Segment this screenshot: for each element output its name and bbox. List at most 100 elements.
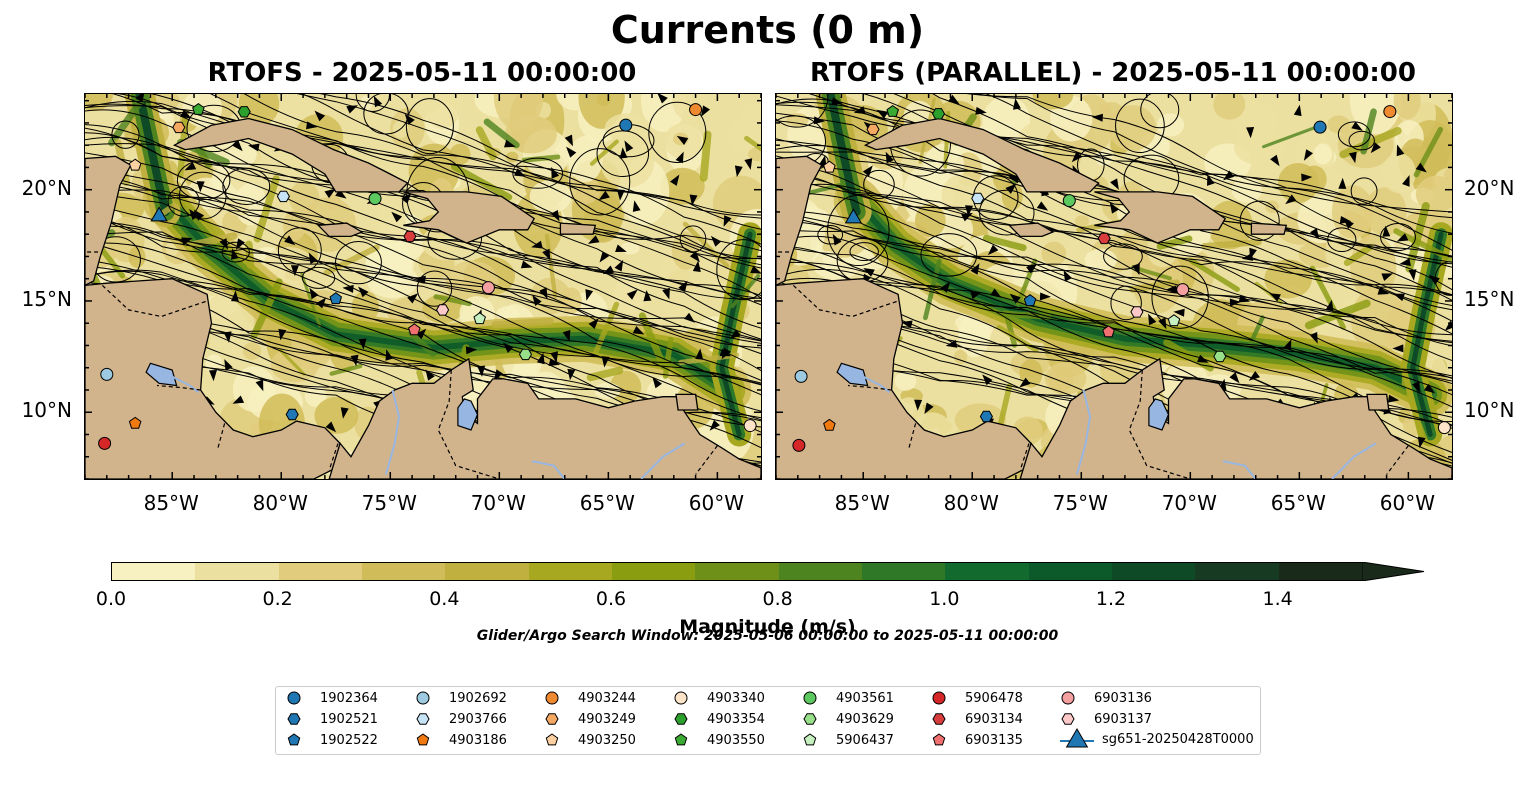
platform-marker-6903136 — [1176, 283, 1190, 297]
lake-nicaragua — [145, 362, 178, 387]
legend-marker-shape — [545, 733, 559, 746]
platform-marker-4903250 — [128, 158, 142, 171]
legend-item: 5906437 — [802, 732, 894, 748]
platform-marker-1902522 — [329, 292, 343, 305]
legend-label: 2903766 — [449, 711, 507, 727]
colorbar-extend-arrow — [1362, 562, 1425, 581]
river — [384, 389, 401, 475]
legend-marker-pentagon — [932, 733, 946, 746]
land-jamaica — [316, 222, 364, 238]
legend-item: 6903137 — [1060, 711, 1152, 727]
legend-label: 6903137 — [1094, 711, 1152, 727]
legend-label: 4903249 — [578, 711, 636, 727]
legend-marker-pentagon — [416, 733, 430, 746]
legend-marker-pentagon — [545, 733, 559, 746]
lon-tick-label: 60°W — [1379, 491, 1435, 515]
platform-marker-4903250 — [823, 160, 836, 173]
lake-maracaibo — [457, 398, 479, 431]
platform-marker-sg651-20250428T0000 — [844, 208, 863, 224]
country-border — [101, 284, 208, 318]
platform-marker-4903354 — [931, 108, 946, 120]
legend-marker-circle — [932, 691, 946, 705]
legend-label: 6903136 — [1094, 690, 1152, 706]
legend-marker-shape — [1061, 713, 1075, 725]
current-map — [85, 94, 761, 479]
platform-marker-4903561 — [1062, 194, 1076, 208]
lon-tick-label: 65°W — [1270, 491, 1326, 515]
legend-marker-circle — [803, 691, 817, 705]
lon-tick-label: 85°W — [143, 491, 199, 515]
legend-item: 4903561 — [802, 690, 894, 706]
colorbar-segment — [1028, 563, 1112, 580]
colorbar-segment — [278, 563, 362, 580]
lon-tick-label: 80°W — [943, 491, 999, 515]
platform-marker-4903186 — [823, 418, 836, 431]
legend-marker-pentagon — [287, 733, 301, 746]
legend-label: 4903550 — [707, 732, 765, 748]
country-border — [217, 423, 226, 448]
current-map — [776, 94, 1452, 479]
colorbar-tick-label: 1.4 — [1262, 588, 1293, 610]
legend-item: 6903135 — [931, 732, 1023, 748]
platform-marker-5906478 — [792, 438, 806, 452]
colorbar-segment — [112, 563, 196, 580]
country-border — [1386, 445, 1409, 475]
land-southamerica — [328, 357, 761, 479]
legend-marker-shape — [416, 733, 430, 746]
river — [862, 375, 891, 393]
legend-label: 1902522 — [320, 732, 378, 748]
legend-item: 1902364 — [286, 690, 378, 706]
river — [1222, 460, 1257, 479]
platform-marker-4903249 — [172, 121, 186, 134]
legend-label: 5906437 — [836, 732, 894, 748]
platform-marker-2903766 — [276, 190, 290, 203]
platform-marker-6903134 — [403, 230, 417, 243]
legend-marker-shape — [674, 713, 688, 725]
country-border — [847, 384, 892, 391]
legend-item: 4903244 — [544, 690, 636, 706]
map-panel-rtofs — [84, 93, 762, 480]
platform-marker-4903249 — [866, 123, 880, 136]
lon-tick-label: 70°W — [470, 491, 526, 515]
colorbar-segment — [528, 563, 612, 580]
colorbar-tick-label: 0.0 — [95, 588, 127, 610]
river — [640, 442, 686, 479]
platform-marker-4903340 — [743, 419, 757, 433]
search-window-text: Glider/Argo Search Window: 2025-05-06 00… — [476, 628, 1059, 644]
legend-item: 4903249 — [544, 711, 636, 727]
legend-marker-shape — [287, 713, 301, 725]
legend-marker-hexagon — [932, 713, 946, 725]
platform-marker-4903186 — [128, 416, 142, 429]
platform-marker-6903136 — [481, 281, 495, 295]
panel-left-title: RTOFS - 2025-05-11 00:00:00 — [207, 58, 637, 88]
land-puertorico — [559, 222, 597, 235]
legend-marker-hexagon — [803, 713, 817, 725]
platform-marker-4903244 — [689, 103, 703, 117]
legend-marker-shape — [803, 733, 817, 746]
platform-marker-6903135 — [1102, 325, 1115, 338]
legend-marker-shape — [416, 691, 430, 705]
lake-maracaibo — [1148, 398, 1170, 431]
colorbar-tick-label: 0.8 — [762, 588, 793, 610]
legend-marker-shape — [1065, 728, 1089, 748]
legend-label: 6903135 — [965, 732, 1023, 748]
colorbar-segment — [945, 563, 1029, 580]
platform-marker-6903134 — [1097, 232, 1111, 245]
river — [171, 375, 200, 393]
legend-label: 4903186 — [449, 732, 507, 748]
platform-marker-6903137 — [436, 304, 450, 316]
panel-right-title: RTOFS (PARALLEL) - 2025-05-11 00:00:00 — [810, 58, 1416, 88]
legend-marker-pentagon — [803, 733, 817, 746]
lat-tick-label-right: 10°N — [1464, 398, 1515, 423]
legend-item: 4903354 — [673, 711, 765, 727]
land-yucatan — [85, 155, 132, 287]
lon-tick-label: 65°W — [579, 491, 635, 515]
platform-marker-1902364 — [619, 118, 633, 132]
legend-item: 4903250 — [544, 732, 636, 748]
lon-tick-label: 75°W — [361, 491, 417, 515]
legend-item: 4903340 — [673, 690, 765, 706]
land-puertorico — [1250, 222, 1288, 235]
colorbar-segment — [1278, 563, 1362, 580]
legend-label: 4903340 — [707, 690, 765, 706]
legend-marker-circle — [674, 691, 688, 705]
